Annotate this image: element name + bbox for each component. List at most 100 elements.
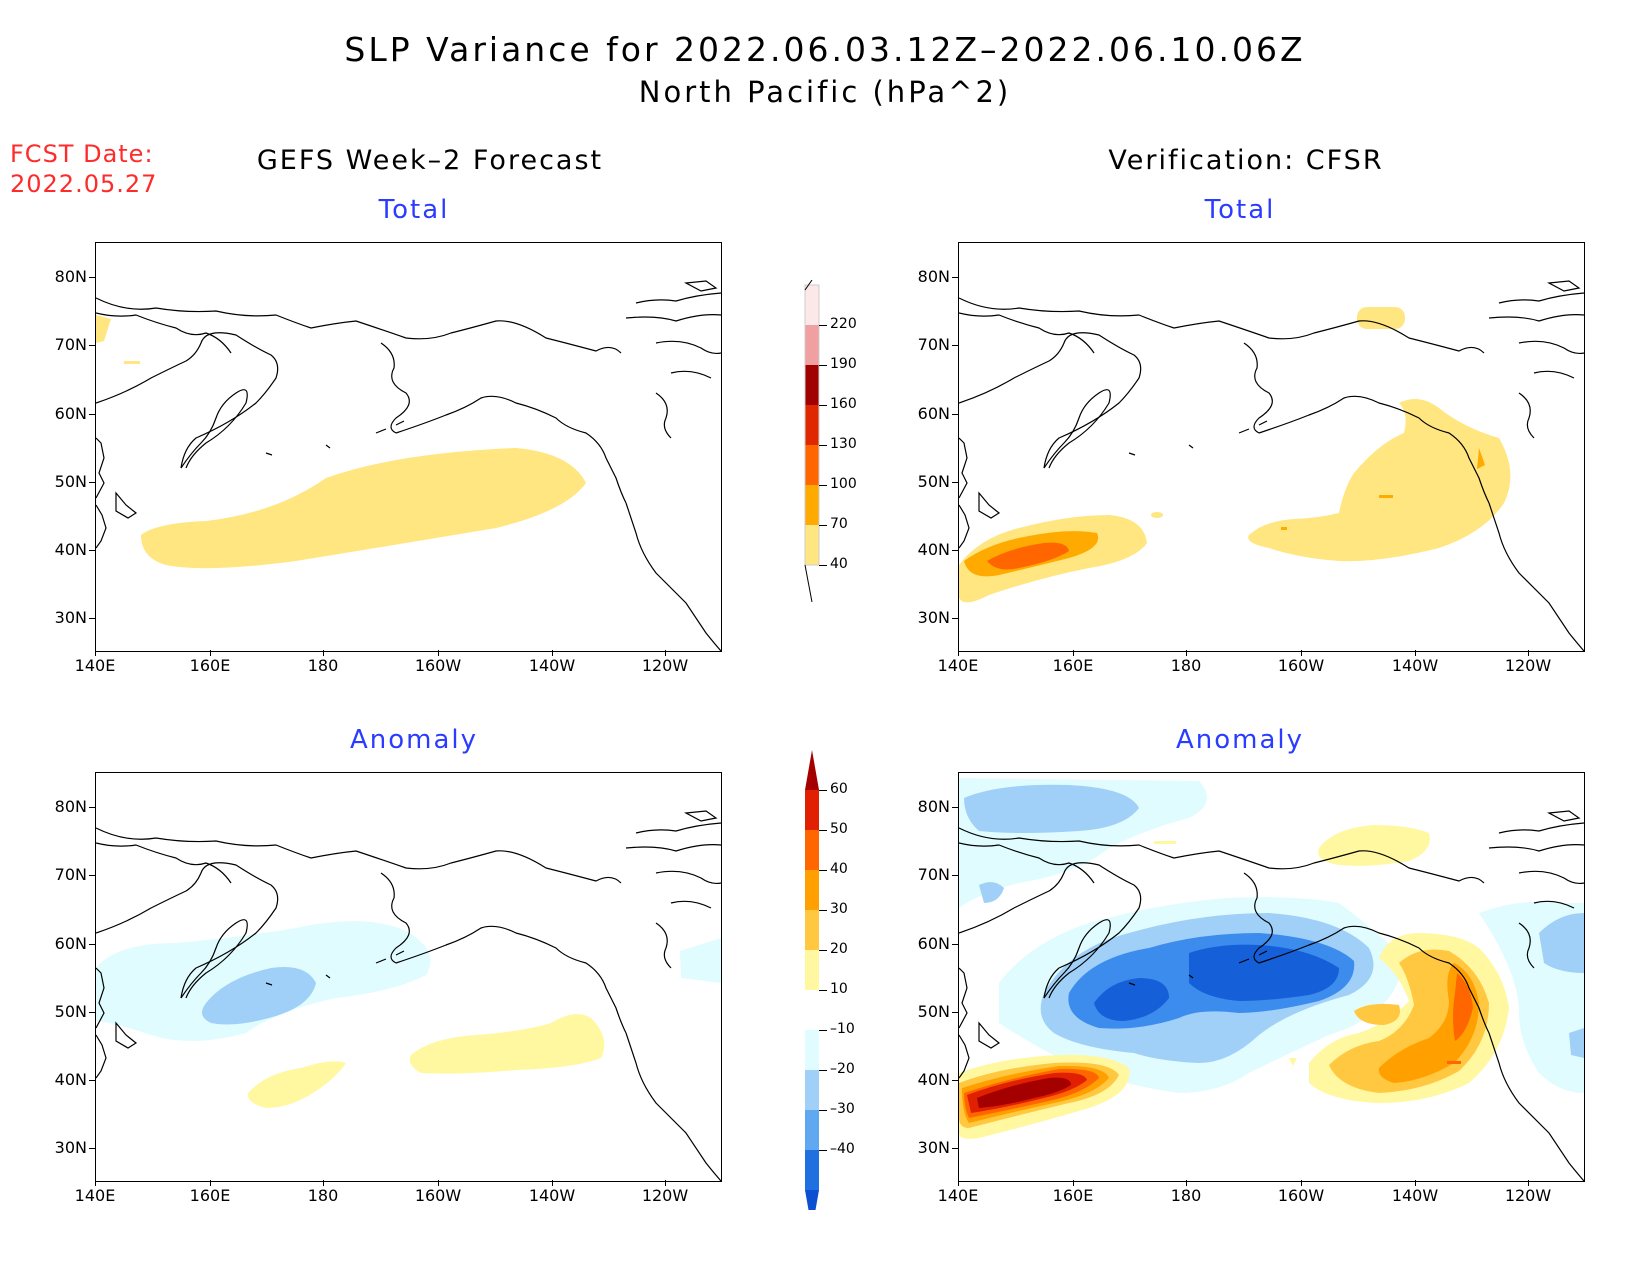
coastline-segment [959, 297, 1485, 354]
verification-total-map [959, 280, 1584, 651]
latitude-tick [89, 277, 95, 278]
colorbar-total-swatch [805, 445, 819, 485]
longitude-tick [323, 1180, 324, 1186]
colorbar-anomaly-tick [819, 1110, 827, 1111]
latitude-label: 80N [54, 267, 87, 286]
variance-70-speck-3 [1281, 527, 1287, 530]
variance-70-speck [1477, 448, 1485, 469]
shading [959, 778, 1584, 1139]
panel-title-verif-total: Total [1204, 195, 1276, 225]
anomaly-neg20-east [1539, 913, 1584, 973]
colorbar-total-label: 130 [830, 436, 857, 452]
anomaly-pos30-east [1378, 963, 1479, 1083]
longitude-tick [1528, 1180, 1529, 1186]
coastline-segment [380, 342, 410, 434]
forecast-anomaly-map [96, 810, 721, 1181]
coastline-segment [655, 392, 672, 439]
latitude-label: 80N [54, 797, 87, 816]
colorbar-total-tick [819, 365, 827, 366]
coastline-segment [1043, 389, 1111, 469]
coastline-segment [96, 297, 622, 354]
variance-40-region-east [1248, 399, 1511, 562]
latitude-tick [952, 875, 958, 876]
colorbar-anomaly-swatch [805, 1150, 819, 1190]
latitude-label: 40N [917, 1070, 950, 1089]
coastline-segment [1546, 810, 1581, 822]
longitude-label: 160W [1277, 656, 1325, 675]
latitude-label: 70N [54, 865, 87, 884]
colorbar-anomaly-lower-arrow [805, 1190, 819, 1210]
colorbar-total-swatch [805, 485, 819, 525]
colorbar-total-outline [804, 284, 820, 566]
latitude-tick [89, 482, 95, 483]
anomaly-pos10-region-east [409, 1014, 605, 1074]
latitude-label: 50N [54, 1002, 87, 1021]
colorbar-anomaly-swatch [805, 1070, 819, 1110]
longitude-label: 160W [414, 656, 462, 675]
latitude-label: 60N [917, 404, 950, 423]
latitude-tick [89, 1080, 95, 1081]
longitude-label: 180 [1170, 656, 1202, 675]
latitude-label: 50N [917, 472, 950, 491]
colorbar-anomaly-label: –20 [830, 1061, 855, 1077]
anomaly-neg20-arctic [964, 784, 1139, 833]
map-panel-forecast-total [95, 242, 722, 652]
latitude-label: 30N [54, 608, 87, 627]
longitude-label: 140W [528, 656, 576, 675]
latitude-tick [952, 1148, 958, 1149]
coastline-segment [1488, 502, 1584, 651]
colorbar-total-tick [819, 565, 827, 566]
coastline-segment [395, 395, 627, 504]
coastline-segment [96, 842, 232, 884]
coastline-segment [1128, 950, 1268, 986]
coastline-segment [96, 967, 107, 1079]
longitude-label: 140W [1391, 656, 1439, 675]
latitude-tick [952, 944, 958, 945]
longitude-tick [1528, 650, 1529, 656]
latitude-tick [952, 277, 958, 278]
latitude-label: 50N [54, 472, 87, 491]
latitude-tick [952, 807, 958, 808]
colorbar-anomaly-label: 50 [830, 821, 848, 837]
longitude-tick [1073, 1180, 1074, 1186]
coastline-segment [959, 967, 970, 1079]
coastline-segment [1518, 392, 1535, 439]
panel-title-forecast-anomaly: Anomaly [349, 725, 479, 755]
coastline-segment [959, 437, 970, 549]
coastlines [959, 280, 1584, 651]
coastline-segment [959, 842, 1095, 884]
longitude-tick [438, 1180, 439, 1186]
colorbar-anomaly-tick [819, 950, 827, 951]
longitude-tick [552, 1180, 553, 1186]
coastline-segment [1488, 1032, 1584, 1181]
latitude-label: 40N [54, 540, 87, 559]
colorbar-total-swatch [805, 525, 819, 565]
longitude-tick [323, 650, 324, 656]
coastline-segment [1488, 292, 1584, 379]
coastline-segment [978, 491, 1001, 519]
variance-70-speck-2 [1379, 495, 1393, 498]
coastline-segment [1546, 280, 1581, 292]
colorbar-anomaly-label: 30 [830, 901, 848, 917]
latitude-tick [952, 1080, 958, 1081]
longitude-label: 160W [1277, 1186, 1325, 1205]
coastline-segment [683, 280, 718, 292]
latitude-tick [952, 345, 958, 346]
latitude-tick [89, 1148, 95, 1149]
coastline-segment [625, 1032, 721, 1181]
latitude-label: 80N [917, 267, 950, 286]
latitude-label: 80N [917, 797, 950, 816]
shading [96, 315, 586, 569]
variance-40-region [141, 448, 586, 569]
colorbar-anomaly-label: –40 [830, 1141, 855, 1157]
colorbar-anomaly-label: 20 [830, 941, 848, 957]
longitude-tick [958, 1180, 959, 1186]
longitude-label: 180 [1170, 1186, 1202, 1205]
coastline-segment [959, 332, 1142, 469]
coastline-segment [265, 420, 405, 456]
longitude-label: 140E [937, 656, 979, 675]
colorbar-total-swatch [805, 285, 819, 325]
coastline-segment [96, 862, 279, 999]
coastline-segment [96, 332, 279, 469]
anomaly-neg20-arctic-speck [979, 882, 1004, 903]
